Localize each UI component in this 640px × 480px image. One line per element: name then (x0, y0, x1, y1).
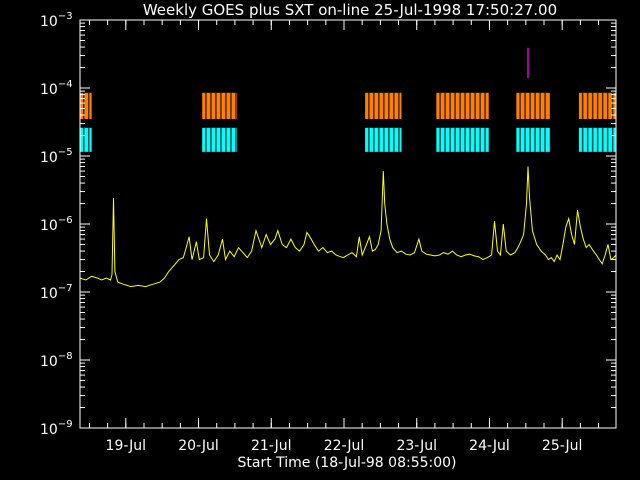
coverage-bar-0-1 (202, 92, 238, 120)
x-axis-label: Start Time (18-Jul-98 08:55:00) (237, 455, 456, 471)
x-tick-label: 20-Jul (178, 438, 219, 454)
flux-series-line-0 (79, 166, 617, 288)
coverage-bar-1-3 (436, 127, 489, 152)
x-tick-label: 23-Jul (396, 438, 437, 454)
coverage-bar-0-2 (365, 92, 402, 120)
coverage-bar-0-0 (80, 92, 92, 120)
y-tick-label: 10−8 (40, 351, 73, 370)
coverage-bar-1-2 (365, 127, 402, 152)
coverage-bar-1-1 (202, 127, 238, 152)
x-tick-label: 21-Jul (251, 438, 292, 454)
y-tick-label: 10−5 (40, 147, 73, 166)
x-tick-label: 24-Jul (469, 438, 510, 454)
y-tick-label: 10−7 (40, 283, 73, 302)
y-tick-label: 10−9 (40, 419, 73, 438)
coverage-bar-1-4 (516, 127, 550, 152)
chart-title: Weekly GOES plus SXT on-line 25-Jul-1998… (143, 1, 557, 19)
x-tick-label: 19-Jul (106, 438, 147, 454)
y-tick-label: 10−6 (40, 215, 73, 234)
chart-axes: 10−9 10−8 10−7 10−6 10−5 10−4 10−3 19-Jul 20-Jul… (40, 11, 616, 454)
y-tick-label: 10−3 (40, 11, 73, 30)
coverage-bar-1-5 (578, 127, 616, 152)
coverage-bar-0-4 (516, 92, 550, 120)
x-tick-label: 25-Jul (542, 438, 583, 454)
chart-marks (79, 47, 617, 288)
coverage-bar-0-5 (578, 92, 616, 120)
coverage-bar-0-3 (436, 92, 489, 120)
x-tick-label: 22-Jul (324, 438, 365, 454)
y-tick-label: 10−4 (40, 79, 73, 98)
coverage-bar-1-0 (80, 127, 92, 152)
